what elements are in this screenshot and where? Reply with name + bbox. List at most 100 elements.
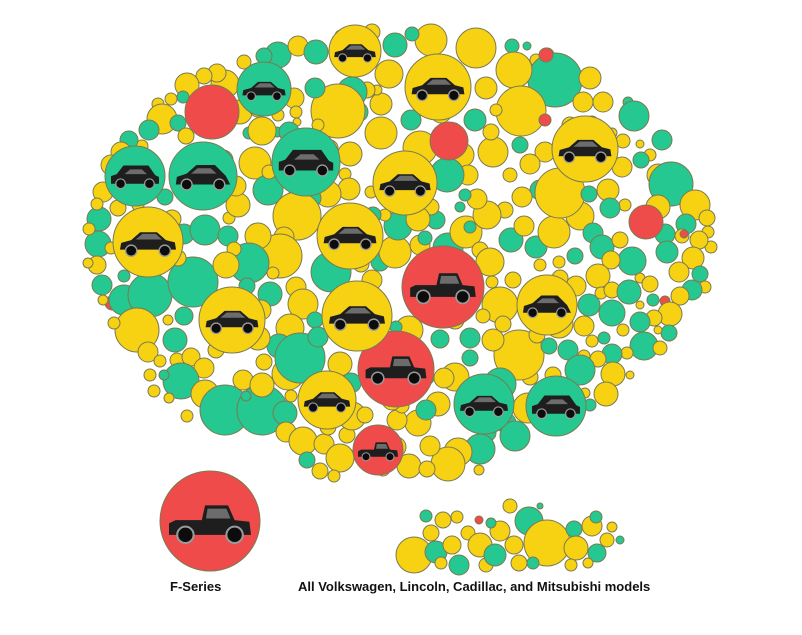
brand-model-bubble: [526, 556, 540, 570]
sedan-photo: [242, 81, 286, 102]
brand-model-bubble: [504, 535, 524, 555]
suv-window: [124, 169, 147, 175]
featured-bubbles: [104, 24, 664, 476]
model-bubble: [593, 381, 619, 407]
model-bubble: [212, 251, 240, 279]
wheel: [283, 164, 296, 177]
model-bubble: [382, 32, 408, 58]
sedan-photo: [329, 306, 385, 332]
sedan-photo: [379, 174, 431, 197]
model-bubble: [481, 328, 505, 352]
model-bubble: [495, 85, 547, 137]
model-bubble: [461, 349, 479, 367]
pickup-window: [439, 275, 460, 284]
suv-window: [545, 399, 568, 405]
model-bubble: [433, 367, 455, 389]
model-bubble: [616, 279, 642, 305]
pickup-photo: [358, 442, 398, 462]
wheel: [158, 244, 172, 258]
brand-model-bubble: [450, 510, 464, 524]
wheel: [115, 178, 126, 190]
wheel: [536, 408, 547, 420]
model-bubble: [485, 275, 499, 289]
model-bubble: [82, 257, 94, 269]
model-bubble: [153, 354, 167, 368]
brand-model-bubble: [589, 510, 603, 524]
fseries-label: F-Series: [170, 579, 222, 594]
model-bubble: [369, 92, 393, 116]
wheel: [316, 164, 329, 177]
wheel: [124, 244, 138, 258]
model-bubble: [458, 188, 472, 202]
model-bubble: [364, 116, 398, 150]
featured-model-bubble: [538, 47, 554, 63]
model-bubble: [306, 311, 324, 329]
model-bubble: [82, 222, 96, 236]
hatchback-window: [191, 168, 217, 174]
wheel: [370, 371, 385, 386]
model-bubble: [504, 271, 522, 289]
model-bubble: [307, 326, 329, 348]
brand-model-bubble: [564, 558, 578, 572]
wheel: [246, 91, 256, 102]
model-bubble: [580, 185, 598, 203]
featured-model-bubble: [429, 121, 469, 161]
wheel: [385, 452, 395, 462]
sedan-photo: [460, 395, 508, 418]
model-bubble: [511, 136, 529, 154]
brand-model-bubble: [582, 557, 594, 569]
wheel: [144, 178, 155, 190]
model-bubble: [564, 354, 596, 386]
model-bubble: [617, 246, 647, 276]
brand-model-bubble: [563, 535, 589, 561]
model-bubble: [90, 197, 104, 211]
model-bubble: [255, 353, 273, 371]
wheel: [447, 89, 460, 102]
model-bubble: [97, 294, 109, 306]
model-bubble: [430, 329, 450, 349]
wheel: [328, 238, 341, 251]
wheel: [180, 178, 193, 191]
model-bubble: [620, 346, 634, 360]
model-bubble: [598, 299, 626, 327]
wheel: [225, 525, 244, 545]
wheel: [464, 406, 475, 418]
brand-model-bubble: [587, 543, 607, 563]
sedan-photo: [120, 232, 176, 258]
model-bubble: [378, 235, 412, 269]
suv-photo: [532, 395, 580, 420]
model-bubble: [537, 215, 571, 249]
sedan-photo: [558, 139, 612, 164]
wheel: [407, 371, 422, 386]
model-bubble: [578, 66, 602, 90]
model-bubble: [599, 197, 621, 219]
model-bubble: [625, 370, 635, 380]
model-bubble: [653, 325, 663, 335]
sedan-window: [338, 228, 364, 234]
wheel: [176, 525, 195, 545]
model-bubble: [635, 139, 645, 149]
model-bubble: [240, 390, 252, 402]
model-bubble: [477, 136, 509, 168]
sedan-window: [316, 393, 339, 399]
wheel: [455, 289, 471, 305]
model-bubble: [499, 420, 531, 452]
brand-model-bubble: [599, 532, 615, 548]
hatchback-photo: [523, 295, 571, 319]
model-bubble: [629, 311, 651, 333]
featured-model-bubble: [628, 204, 664, 240]
model-bubble: [289, 105, 303, 119]
brands-bubble-cluster: [395, 498, 625, 576]
model-bubble: [473, 464, 485, 476]
wheel: [337, 53, 348, 63]
model-bubble: [169, 114, 187, 132]
model-bubble: [475, 308, 491, 324]
model-bubble: [180, 409, 194, 423]
model-bubble: [400, 109, 422, 131]
model-bubble: [519, 153, 541, 175]
model-bubble: [635, 300, 645, 310]
pickup-window: [376, 444, 388, 449]
model-bubble: [632, 151, 650, 169]
model-bubble: [374, 59, 404, 89]
model-bubble: [463, 108, 487, 132]
